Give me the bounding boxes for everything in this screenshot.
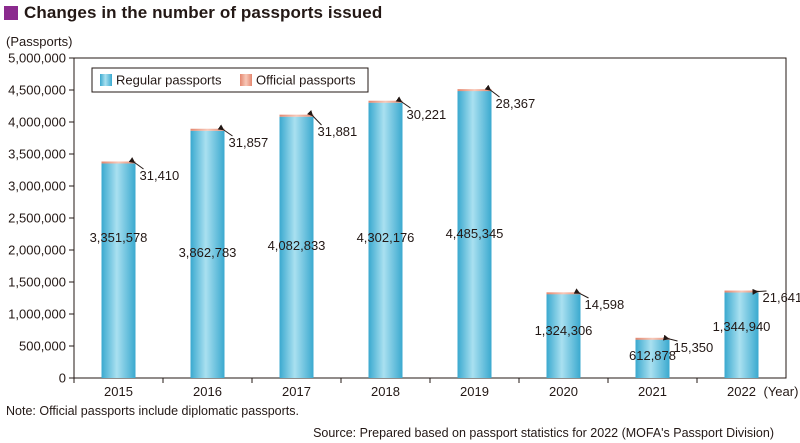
y-tick-label: 4,500,000 [8,83,66,98]
x-tick-label: 2016 [193,384,222,399]
data-label-arrow [662,334,678,342]
chart-source: Source: Prepared based on passport stati… [313,426,774,440]
bar-official-passports [635,337,670,340]
bar-official-passports [546,292,581,295]
data-label-arrow [306,109,322,126]
x-axis-unit-label: (Year) [764,384,799,399]
y-tick-label: 5,000,000 [8,51,66,66]
bar-official-passports [190,128,225,131]
data-label-regular: 3,862,783 [179,245,237,260]
data-label-regular: 3,351,578 [90,230,148,245]
data-label-regular: 4,485,345 [446,226,504,241]
chart-title: Changes in the number of passports issue… [24,3,383,22]
legend-box [91,67,369,93]
data-label-official: 31,410 [140,168,180,183]
x-tick-label: 2021 [638,384,667,399]
bar-regular-passports [190,130,225,378]
data-label-arrow [484,84,500,98]
bar-official-passports [368,100,403,103]
x-tick-label: 2017 [282,384,311,399]
y-tick-label: 3,000,000 [8,179,66,194]
bar-regular-passports [368,102,403,378]
bar-regular-passports [101,163,136,378]
chart-note: Note: Official passports include diploma… [6,404,299,418]
bar-regular-passports [457,90,492,378]
title-marker-icon [4,6,18,20]
data-label-regular: 4,302,176 [357,230,415,245]
legend-label-regular: Regular passports [116,73,222,88]
y-axis-unit-label: (Passports) [6,34,73,49]
data-label-regular: 1,324,306 [535,323,593,338]
data-label-official: 21,641 [763,290,800,305]
bar-regular-passports [724,291,759,378]
chart-title-block: Changes in the number of passports issue… [4,2,382,24]
data-label-arrow [217,124,233,137]
data-label-official: 15,350 [674,340,714,355]
x-tick-label: 2015 [104,384,133,399]
y-tick-label: 3,500,000 [8,147,66,162]
legend-swatch-regular [100,74,112,86]
x-tick-label: 2019 [460,384,489,399]
data-label-regular: 4,082,833 [268,238,326,253]
legend-swatch-official [240,74,252,86]
data-label-official: 14,598 [585,297,625,312]
y-tick-label: 2,500,000 [8,211,66,226]
bar-official-passports [101,161,136,164]
bar-official-passports [457,89,492,92]
data-label-regular: 1,344,940 [713,319,771,334]
data-label-arrow [395,96,411,109]
bar-regular-passports [635,338,670,378]
bar-official-passports [724,290,759,293]
x-tick-label: 2020 [549,384,578,399]
legend-label-official: Official passports [256,73,356,88]
bar-regular-passports [279,116,314,379]
data-label-official: 31,857 [229,135,269,150]
data-label-arrow [573,288,589,299]
y-tick-label: 1,000,000 [8,307,66,322]
y-tick-label: 2,000,000 [8,243,66,258]
bar-official-passports [279,114,314,117]
x-tick-label: 2018 [371,384,400,399]
data-label-official: 28,367 [496,96,536,111]
y-tick-label: 4,000,000 [8,115,66,130]
data-label-official: 30,221 [407,107,447,122]
data-label-arrow [128,157,144,170]
y-tick-label: 500,000 [19,339,66,354]
plot-frame [73,57,787,379]
x-tick-label: 2022 [727,384,756,399]
data-label-arrow [752,288,767,295]
data-label-regular: 612,878 [629,348,676,363]
y-tick-label: 0 [59,371,66,386]
data-label-official: 31,881 [318,124,358,139]
y-tick-label: 1,500,000 [8,275,66,290]
bar-regular-passports [546,293,581,378]
